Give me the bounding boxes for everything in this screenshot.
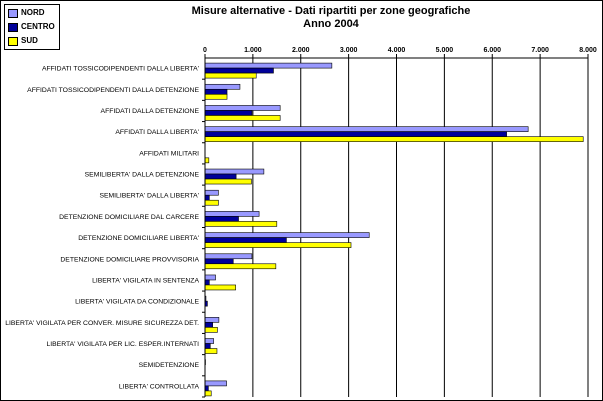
bar-sud: [204, 93, 228, 100]
category-label: AFFIDATI TOSSICODIPENDENTI DALLA LIBERTA…: [42, 66, 199, 73]
bar-sud: [204, 136, 584, 142]
legend-swatch-sud: [8, 37, 18, 46]
category-label: DETENZIONE DOMICILIARE DAL CARCERE: [59, 214, 199, 221]
bar-sud: [204, 284, 236, 291]
x-tick-label: 0: [203, 47, 207, 54]
bar-nord: [204, 211, 260, 217]
bar-nord: [204, 126, 529, 132]
category-label: DETENZIONE DOMICILIARE LIBERTA': [78, 235, 199, 242]
legend-swatch-centro: [8, 23, 18, 32]
bar-centro: [204, 258, 234, 265]
legend-swatch-nord: [8, 9, 18, 18]
bar-sud: [204, 390, 212, 397]
bar-nord: [204, 168, 265, 175]
bar-nord: [204, 232, 370, 238]
bar-sud: [204, 199, 219, 206]
bar-centro: [204, 279, 210, 286]
category-label: LIBERTA' CONTROLLATA: [119, 383, 200, 390]
legend: NORD CENTRO SUD: [4, 4, 60, 50]
bar-sud: [204, 157, 210, 164]
x-tick-label: 5.000: [436, 47, 454, 54]
bar-sud: [204, 242, 352, 248]
bar-centro: [204, 67, 274, 74]
bar-nord: [204, 105, 281, 111]
bar-nord: [204, 253, 253, 260]
x-tick-label: 4.000: [388, 47, 406, 54]
bar-nord: [204, 338, 214, 344]
category-label: LIBERTA' VIGILATA PER CONVER. MISURE SIC…: [5, 320, 199, 327]
x-tick-label: 8.000: [579, 47, 597, 54]
legend-label-nord: NORD: [21, 8, 45, 17]
bar-centro: [204, 131, 507, 137]
bar-sud: [204, 178, 252, 185]
bar-centro: [204, 173, 237, 180]
x-tick-label: 1.000: [244, 47, 262, 54]
category-label: SEMILIBERTA' DALLA DETENZIONE: [85, 172, 200, 179]
category-label: AFFIDATI TOSSICODIPENDENTI DALLA DETENZI…: [27, 87, 199, 94]
category-label: SEMILIBERTA' DALLA LIBERTA': [99, 193, 199, 200]
x-tick-label: 2.000: [292, 47, 310, 54]
bar-centro: [204, 216, 239, 222]
bar-centro: [204, 237, 287, 243]
bar-nord: [204, 317, 220, 323]
chart-title-line-1: Misure alternative - Dati ripartiti per …: [191, 5, 471, 17]
chart-title-line-2: Anno 2004: [303, 18, 359, 30]
bar-centro: [204, 385, 209, 392]
chart-title: Misure alternative - Dati ripartiti per …: [141, 5, 521, 31]
category-label: LIBERTA' VIGILATA IN SENTENZA: [92, 277, 199, 284]
x-tick-label: 3.000: [340, 47, 358, 54]
bar-sud: [204, 348, 218, 354]
category-label: AFFIDATI DALLA DETENZIONE: [101, 108, 200, 115]
bar-nord: [204, 62, 333, 69]
bar-sud: [204, 72, 257, 79]
bar-sud: [204, 263, 277, 270]
x-tick-label: 7.000: [531, 47, 549, 54]
category-label: AFFIDATI MILITARI: [139, 150, 199, 157]
bar-centro: [204, 88, 228, 95]
category-label: SEMIDETENZIONE: [139, 362, 200, 369]
bar-sud: [204, 115, 281, 121]
category-label: LIBERTA' VIGILATA DA CONDIZIONALE: [75, 299, 199, 306]
bar-sud: [204, 327, 218, 333]
bar-centro: [204, 343, 211, 349]
category-label: DETENZIONE DOMICILIARE PROVVISORIA: [60, 256, 199, 263]
bar-nord: [204, 83, 241, 90]
bar-centro: [204, 194, 210, 201]
legend-label-sud: SUD: [21, 36, 38, 45]
category-label: LIBERTA' VIGILATA PER LIC. ESPER.INTERNA…: [46, 341, 199, 348]
bar-centro: [204, 110, 253, 116]
bar-sud: [204, 221, 278, 227]
bar-nord: [204, 189, 219, 196]
category-label: AFFIDATI DALLA LIBERTA': [115, 129, 199, 136]
bar-nord: [204, 274, 216, 281]
x-tick-label: 6.000: [483, 47, 501, 54]
legend-label-centro: CENTRO: [21, 22, 55, 31]
bar-centro: [204, 322, 213, 328]
bar-nord: [204, 380, 227, 387]
